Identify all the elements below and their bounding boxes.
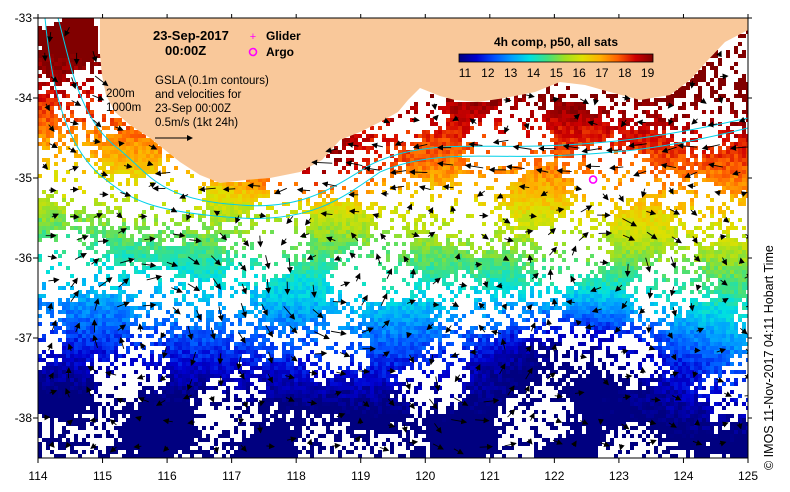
lon-tick-label: 115 bbox=[93, 469, 112, 483]
colorbar: 4h comp, p50, all sats 11 12 13 14 15 16 17 18 1… bbox=[458, 35, 655, 80]
colorbar-tick-label: 16 bbox=[572, 66, 586, 80]
colorbar-tick-label: 18 bbox=[618, 66, 632, 80]
glider-symbol: + bbox=[250, 31, 256, 43]
glider-label: Glider bbox=[266, 29, 301, 43]
velocity-arrows bbox=[41, 27, 748, 455]
lat-tick-label: -38 bbox=[15, 411, 33, 425]
depth-label-1000m: 1000m bbox=[106, 102, 141, 114]
colorbar-ramp bbox=[458, 53, 654, 63]
map-time: 00:00Z bbox=[165, 43, 206, 58]
depth-label-200m: 200m bbox=[106, 88, 135, 100]
lon-tick-label: 123 bbox=[609, 469, 629, 483]
platform-legend: + Glider Argo bbox=[248, 29, 301, 59]
description-line-3: 23-Sep 00:00Z bbox=[155, 103, 231, 115]
colorbar-ticks: 11 12 13 14 15 16 17 18 19 bbox=[459, 66, 655, 80]
lon-tick-label: 124 bbox=[673, 469, 693, 483]
colorbar-tick-label: 12 bbox=[481, 66, 495, 80]
lat-tick-label: -36 bbox=[15, 251, 33, 265]
description-line-2: and velocities for bbox=[155, 89, 241, 101]
colorbar-tick-label: 15 bbox=[550, 66, 564, 80]
contour-1000m bbox=[44, 18, 748, 219]
lat-tick-label: -34 bbox=[15, 91, 33, 105]
description-line-4: 0.5m/s (1kt 24h) bbox=[155, 117, 238, 129]
argo-symbol bbox=[248, 47, 258, 57]
argo-float-marker[interactable] bbox=[588, 175, 598, 184]
lon-tick-label: 120 bbox=[415, 469, 435, 483]
lon-tick-label: 114 bbox=[28, 469, 47, 483]
lon-tick-label: 125 bbox=[738, 469, 758, 483]
lon-tick-label: 117 bbox=[222, 469, 241, 483]
sst-pixels bbox=[38, 18, 748, 458]
lon-tick-label: 116 bbox=[158, 469, 177, 483]
lat-tick-label: -35 bbox=[15, 171, 33, 185]
credit-text: © IMOS 11-Nov-2017 04:11 Hobart Time bbox=[762, 245, 776, 470]
lat-tick-label: -33 bbox=[15, 11, 33, 25]
colorbar-tick-label: 11 bbox=[459, 66, 472, 80]
plot-frame bbox=[37, 17, 749, 459]
lon-tick-label: 121 bbox=[480, 469, 500, 483]
description-line-1: GSLA (0.1m contours) bbox=[155, 75, 269, 87]
colorbar-title: 4h comp, p50, all sats bbox=[494, 35, 618, 49]
colorbar-tick-label: 17 bbox=[595, 66, 609, 80]
lon-tick-label: 122 bbox=[544, 469, 564, 483]
lat-tick-label: -37 bbox=[15, 331, 33, 345]
map-description: GSLA (0.1m contours) and velocities for … bbox=[155, 75, 269, 141]
colorbar-tick-label: 13 bbox=[504, 66, 518, 80]
argo-label: Argo bbox=[266, 45, 294, 59]
lon-tick-label: 119 bbox=[351, 469, 370, 483]
colorbar-tick-label: 19 bbox=[641, 66, 655, 80]
map-date: 23-Sep-2017 bbox=[153, 28, 229, 43]
latitude-axis: -33 -34 -35 -36 -37 -38 bbox=[15, 11, 752, 425]
contour-200m bbox=[57, 18, 748, 207]
longitude-axis: 114 115 116 117 118 119 120 121 122 123 124 125 bbox=[28, 14, 758, 483]
colorbar-tick-label: 14 bbox=[527, 66, 541, 80]
lon-tick-label: 118 bbox=[287, 469, 306, 483]
